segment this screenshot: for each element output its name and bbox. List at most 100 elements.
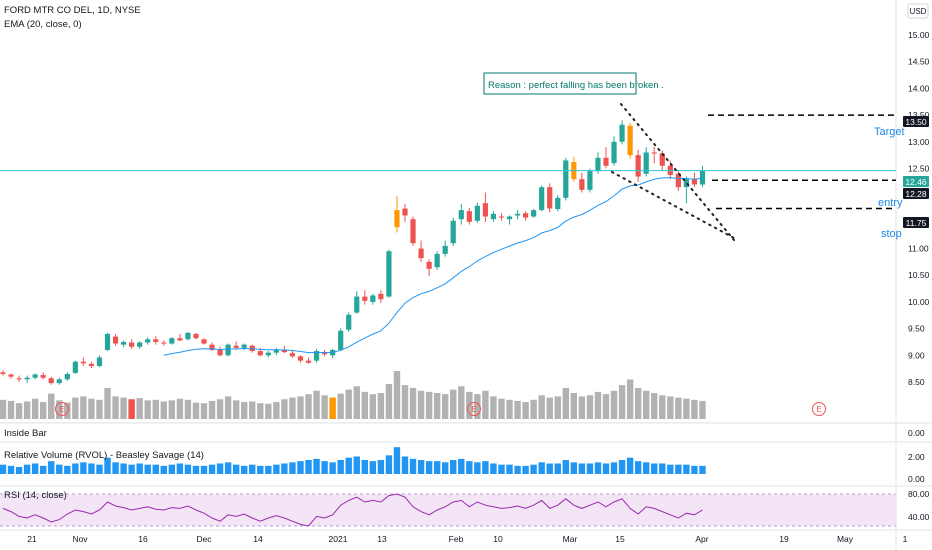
candle-body [474,205,480,221]
rvol-bar [506,464,513,474]
candle [8,373,14,379]
volume-bar [329,397,336,419]
rsi-label[interactable]: RSI (14, close) [4,490,67,501]
volume-bar [56,400,63,419]
candle-body [297,356,304,361]
volume-bar [546,397,553,419]
rvol-bar [56,464,63,474]
candle-body [402,208,408,216]
candle-body [233,345,239,348]
inside-bar-label[interactable]: Inside Bar [4,428,47,439]
rvol-bar [482,461,489,474]
candle [217,346,223,357]
rvol-bar [72,463,79,474]
candle-body [209,344,215,350]
volume-bar [345,389,352,419]
rvol-bar [626,457,634,474]
volume-bar [377,393,385,419]
volume-bar [634,387,642,419]
candle [40,372,46,380]
candle [346,312,352,332]
candle-body [322,352,328,355]
volume-bar [120,397,127,419]
earnings-marker[interactable]: E [467,402,481,416]
rvol-bar [361,460,368,474]
volume-bar [7,400,15,419]
candle-body [458,210,464,220]
volume-bar [321,395,328,419]
rvol-bar [610,462,618,474]
rvol-bar [659,463,666,474]
rvol-bar [329,462,336,474]
price-tick-label: 10.50 [908,270,930,280]
time-tick-label: 13 [377,534,387,544]
rvol-label[interactable]: Relative Volume (RVOL) - Beasley Savage … [4,450,204,461]
volume-bar [184,399,192,419]
symbol-title: FORD MTR CO DEL, 1D, NYSE [4,5,141,16]
candle [0,370,6,376]
candle [402,203,408,222]
candle [273,347,279,356]
candle [354,291,360,314]
earnings-marker[interactable]: E [55,402,69,416]
price-tick-label: 14.00 [908,83,930,93]
volume-bar [273,402,280,419]
volume-bar [538,395,545,419]
candle-body [514,213,521,216]
rvol-bar [401,456,409,474]
candle-body [177,338,183,341]
candle-body [145,339,151,343]
rvol-bar [442,462,449,474]
candle-body [40,375,46,378]
volume-bar [192,402,200,419]
ema-line [163,177,703,356]
candle [265,351,271,358]
currency-label: USD [910,7,927,16]
volume-bar [289,397,296,419]
rvol-bar [570,462,578,474]
time-tick-label: 10 [493,534,503,544]
volume-bar [626,379,634,419]
candle [531,209,537,218]
rvol-bar [176,463,184,474]
target-price-badge: 13.50 [903,116,929,127]
volume-bar [176,398,184,419]
candle-body [675,173,681,188]
rvol-bar [128,464,135,474]
reason-annotation-box[interactable] [483,72,637,95]
candle-body [482,203,488,217]
price-tick-label: 10.00 [908,297,930,307]
time-tick-label: 16 [138,534,148,544]
candle-body [635,155,641,177]
candle-body [651,152,657,154]
volume-bar [96,399,103,419]
volume-bar [522,402,529,419]
volume-bar [578,396,586,419]
candle [104,332,111,352]
candle-body [627,125,633,156]
rvol-bar [530,464,537,474]
volume-bar [0,399,7,419]
candle-body [64,373,70,380]
candle [16,375,22,382]
rvol-bar [192,465,200,474]
candle-body [112,336,119,344]
rvol-bar [184,464,192,474]
volume-bar [401,385,409,419]
candle [370,293,376,305]
earnings-marker[interactable]: E [812,402,826,416]
currency-button[interactable] [907,3,929,19]
candle-body [587,171,593,190]
candle [289,351,296,358]
volume-bar [659,395,666,419]
time-tick-label: 14 [253,534,263,544]
candle [482,192,488,222]
rvol-bar [538,462,545,474]
rvol-bar [313,458,320,474]
ema-indicator-label[interactable]: EMA (20, close, 0) [4,19,82,30]
rvol-bar [699,465,706,474]
volume-bar [554,396,561,419]
candle-body [659,153,665,166]
